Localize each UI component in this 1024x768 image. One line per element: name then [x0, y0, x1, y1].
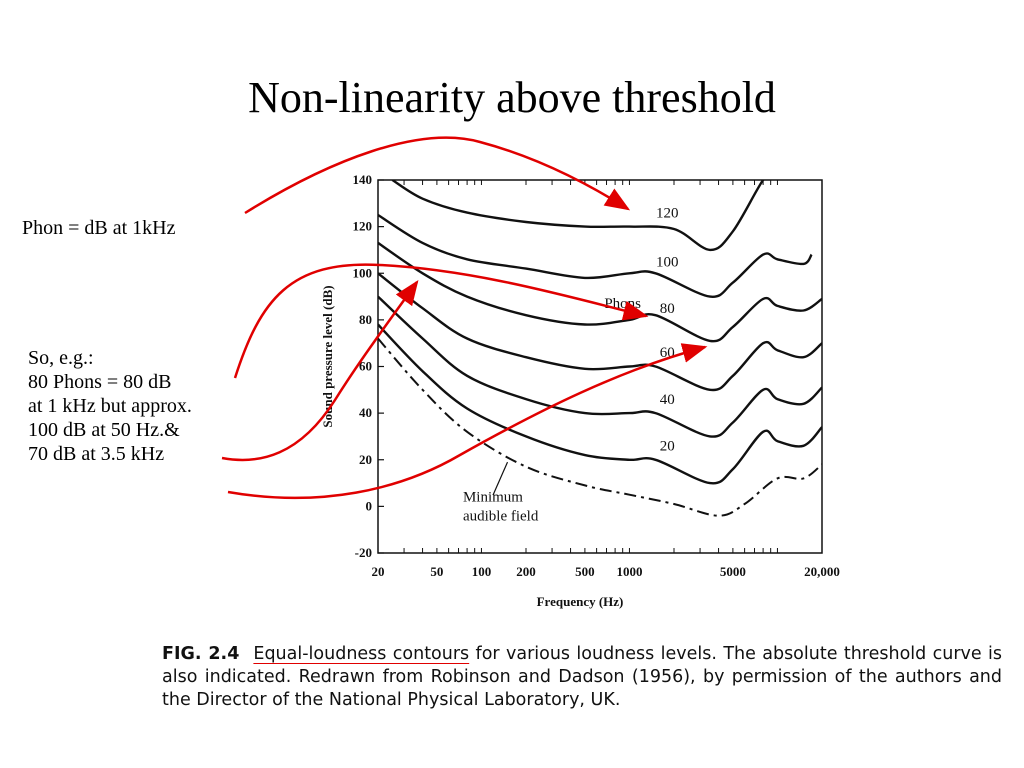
caption-highlight: Equal-loudness contours — [253, 644, 470, 664]
y-tick-label: 40 — [359, 405, 372, 420]
phon-curve-20 — [378, 323, 822, 485]
y-axis-label: Sound pressure level (dB) — [320, 285, 335, 427]
example-note: So, e.g.: 80 Phons = 80 dB at 1 kHz but … — [28, 346, 192, 466]
phon-curve-40 — [378, 295, 822, 438]
x-tick-label: 100 — [472, 564, 492, 579]
curve-label-40: 40 — [660, 392, 675, 408]
curve-label-120: 120 — [656, 205, 679, 221]
min-field-label: audible field — [463, 508, 539, 524]
y-tick-label: 80 — [359, 312, 372, 327]
min-field-pointer — [492, 461, 509, 495]
arrow-100dB-to-50Hz — [221, 279, 419, 462]
annotation-arrows — [221, 136, 708, 500]
x-tick-label: 20,000 — [804, 564, 840, 579]
x-tick-label: 500 — [575, 564, 595, 579]
phon-curve-60 — [378, 272, 822, 392]
x-tick-label: 5000 — [720, 564, 746, 579]
x-axis-label: Frequency (Hz) — [537, 594, 624, 609]
curve-label-20: 20 — [660, 438, 675, 454]
x-tick-label: 20 — [372, 564, 385, 579]
phon-curve-120 — [391, 180, 765, 252]
axes: -20 0 20 40 60 80 100 120 140 20 50 100 200 500 1000 50… — [320, 172, 840, 609]
phon-definition-note: Phon = dB at 1kHz — [22, 217, 176, 239]
y-tick-label: 60 — [359, 359, 372, 374]
x-tick-label: 200 — [516, 564, 536, 579]
example-line: 80 Phons = 80 dB — [28, 371, 172, 393]
arrow-phon-to-120 — [244, 136, 631, 215]
curve-label-80: 80 — [660, 301, 675, 317]
y-tick-label: 100 — [353, 265, 373, 280]
y-tick-label: -20 — [355, 545, 372, 560]
curve-label-100: 100 — [656, 254, 679, 270]
y-tick-label: 0 — [366, 498, 373, 513]
curves — [378, 180, 822, 517]
y-tick-label: 140 — [353, 172, 373, 187]
minimum-audible-field-curve — [378, 337, 822, 517]
arrow-70dB-to-3500Hz — [227, 343, 708, 500]
example-line: 100 dB at 50 Hz.& — [28, 419, 180, 441]
y-tick-label: 120 — [353, 219, 373, 234]
slide-title: Non-linearity above threshold — [248, 73, 776, 122]
plot-frame — [377, 179, 823, 554]
caption-text: for various loudness levels. The absolut… — [162, 644, 1003, 710]
caption-figure-label: FIG. 2.4 — [162, 644, 240, 664]
x-tick-label: 1000 — [616, 564, 642, 579]
phon-curve-80 — [378, 241, 822, 343]
figure-caption: FIG. 2.4 Equal-loudness contours for vari… — [162, 643, 1002, 712]
min-field-label: Minimum — [463, 490, 523, 506]
example-line: 70 dB at 3.5 kHz — [28, 443, 165, 465]
example-line: So, e.g.: — [28, 347, 94, 369]
arrow-80dB-to-80phon — [233, 263, 649, 379]
phon-curve-100 — [378, 213, 813, 298]
y-tick-label: 20 — [359, 452, 372, 467]
x-tick-label: 50 — [430, 564, 443, 579]
example-line: at 1 kHz but approx. — [28, 395, 192, 417]
